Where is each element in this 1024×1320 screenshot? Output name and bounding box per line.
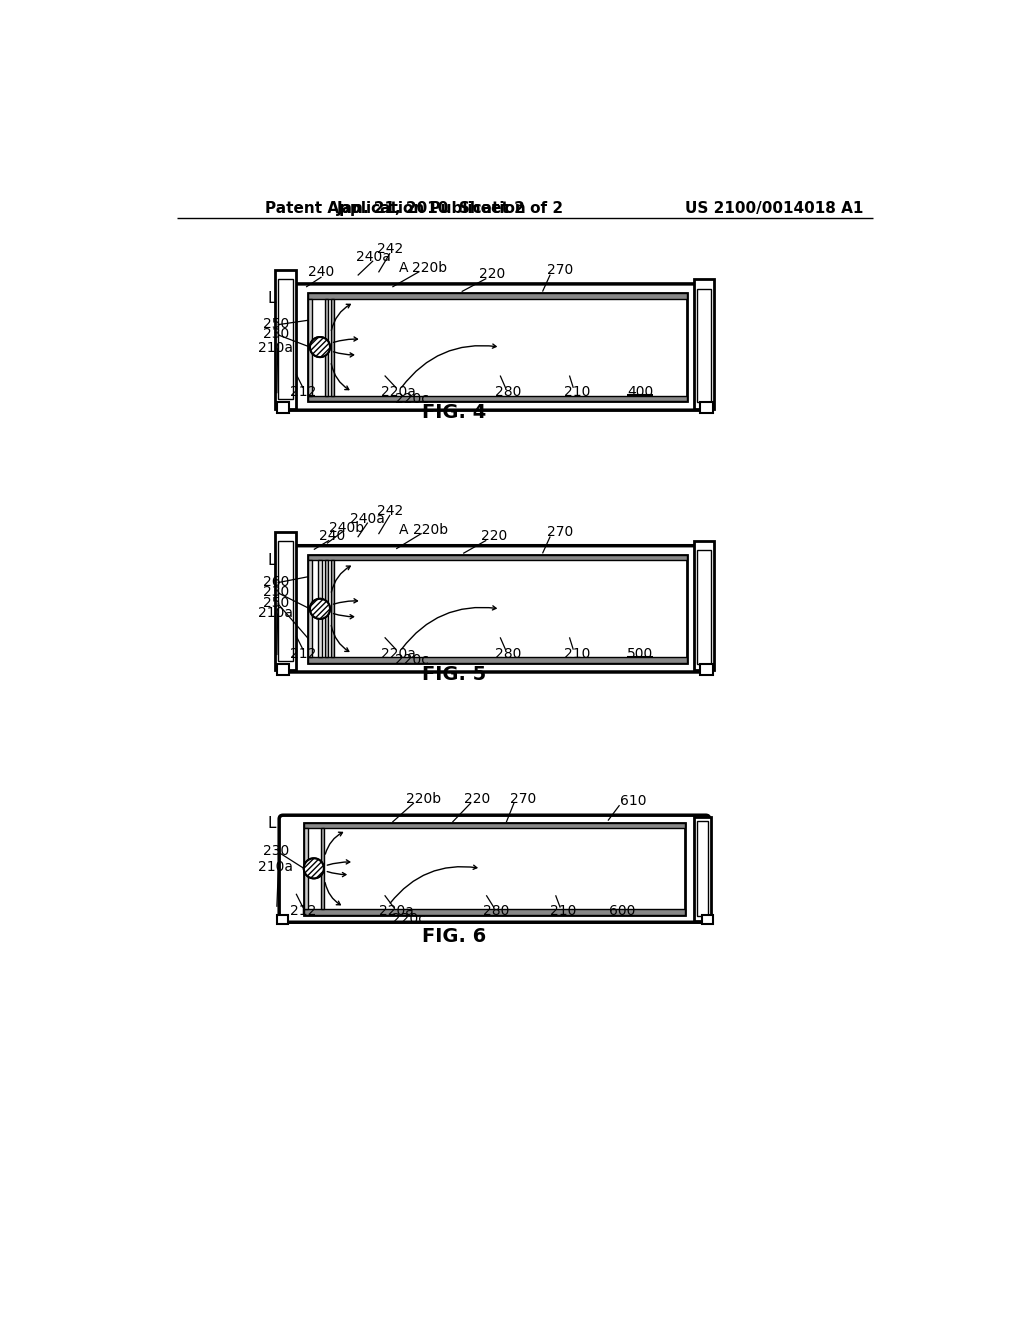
Text: FIG. 5: FIG. 5 xyxy=(422,665,486,684)
Bar xyxy=(307,298,312,396)
Text: 500: 500 xyxy=(628,647,653,660)
Circle shape xyxy=(310,337,330,358)
Bar xyxy=(274,532,296,671)
Bar xyxy=(278,541,293,661)
Text: 210a: 210a xyxy=(258,341,294,355)
Text: A: A xyxy=(399,523,409,536)
Text: 280: 280 xyxy=(495,647,521,660)
Bar xyxy=(700,664,713,675)
Text: 270: 270 xyxy=(510,792,537,807)
Text: 212: 212 xyxy=(290,647,316,660)
Bar xyxy=(331,298,334,396)
Circle shape xyxy=(304,858,324,878)
Text: US 2100/0014018 A1: US 2100/0014018 A1 xyxy=(685,201,863,216)
Bar xyxy=(274,271,296,409)
Bar xyxy=(304,829,308,909)
Text: 230: 230 xyxy=(263,327,289,341)
Text: 240a: 240a xyxy=(350,512,385,525)
Bar xyxy=(307,293,686,298)
Text: 220a: 220a xyxy=(379,904,414,919)
Bar xyxy=(307,554,686,663)
Bar xyxy=(321,829,324,909)
Bar xyxy=(304,822,685,829)
Bar xyxy=(697,289,711,403)
Text: L: L xyxy=(267,290,275,306)
Text: 240: 240 xyxy=(319,529,345,544)
Text: FIG. 4: FIG. 4 xyxy=(422,403,486,422)
Text: 220c: 220c xyxy=(394,392,429,405)
Text: 280: 280 xyxy=(483,904,510,919)
Text: 242: 242 xyxy=(377,504,403,517)
Text: 400: 400 xyxy=(628,384,653,399)
Text: 212: 212 xyxy=(290,384,316,399)
Text: 220c: 220c xyxy=(394,653,429,668)
Bar xyxy=(278,280,293,400)
Text: 220b: 220b xyxy=(412,261,446,275)
Bar xyxy=(325,561,328,657)
Text: 280: 280 xyxy=(495,384,521,399)
Text: 220b: 220b xyxy=(406,792,440,807)
Text: 210a: 210a xyxy=(258,606,293,620)
Circle shape xyxy=(310,599,330,619)
Text: 230: 230 xyxy=(263,845,289,858)
Text: 230: 230 xyxy=(263,585,289,599)
Bar xyxy=(325,298,328,396)
Bar xyxy=(697,550,711,664)
Text: A: A xyxy=(399,261,409,275)
FancyBboxPatch shape xyxy=(280,284,710,411)
Bar xyxy=(304,909,685,915)
Text: L: L xyxy=(267,816,275,832)
Text: Jan. 21, 2010  Sheet 2 of 2: Jan. 21, 2010 Sheet 2 of 2 xyxy=(337,201,563,216)
Text: 212: 212 xyxy=(290,904,316,919)
Text: 250: 250 xyxy=(263,595,289,610)
Bar xyxy=(276,664,289,675)
Text: 210: 210 xyxy=(564,384,591,399)
Text: 220: 220 xyxy=(481,529,507,543)
Circle shape xyxy=(310,337,330,358)
Bar xyxy=(276,403,289,413)
Bar xyxy=(701,915,713,924)
Bar xyxy=(307,396,686,401)
Text: 220: 220 xyxy=(464,792,490,807)
Text: 210: 210 xyxy=(550,904,577,919)
Text: 600: 600 xyxy=(609,904,636,919)
Bar xyxy=(307,561,312,657)
FancyBboxPatch shape xyxy=(280,545,710,672)
Text: 270: 270 xyxy=(547,263,573,277)
Text: 220: 220 xyxy=(479,267,506,281)
Text: L: L xyxy=(267,553,275,568)
Bar xyxy=(694,817,711,921)
Text: FIG. 6: FIG. 6 xyxy=(422,927,486,945)
Bar xyxy=(694,280,714,409)
Bar xyxy=(307,657,686,663)
Bar xyxy=(697,821,708,916)
Bar xyxy=(694,541,714,671)
Bar xyxy=(307,554,686,561)
Text: 220a: 220a xyxy=(381,647,416,660)
Text: 240: 240 xyxy=(308,265,335,280)
Text: 220b: 220b xyxy=(414,523,449,536)
Text: 610: 610 xyxy=(620,795,646,808)
Text: 210a: 210a xyxy=(258,859,293,874)
Text: Patent Application Publication: Patent Application Publication xyxy=(265,201,526,216)
Bar xyxy=(700,403,713,413)
Circle shape xyxy=(310,599,330,619)
Bar xyxy=(304,822,685,915)
Bar xyxy=(276,915,288,924)
Text: 240b: 240b xyxy=(329,521,364,535)
FancyBboxPatch shape xyxy=(280,816,710,923)
Bar xyxy=(318,561,322,657)
Text: 270: 270 xyxy=(547,525,573,539)
Bar xyxy=(307,293,686,401)
Text: 250: 250 xyxy=(263,317,289,331)
Text: 242: 242 xyxy=(377,243,403,256)
Circle shape xyxy=(304,858,324,878)
Bar xyxy=(331,561,334,657)
Text: 220a: 220a xyxy=(381,384,416,399)
Text: 210: 210 xyxy=(564,647,591,660)
Text: 220c: 220c xyxy=(392,912,426,927)
Text: 260: 260 xyxy=(263,576,290,589)
Text: 240a: 240a xyxy=(355,249,390,264)
